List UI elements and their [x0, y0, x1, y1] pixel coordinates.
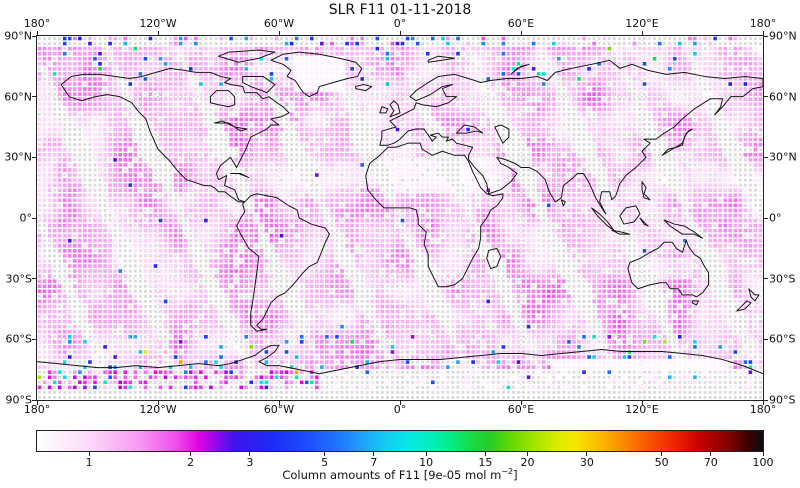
colorbar-label-text: Column amounts of F11 [9e-05 mol m	[282, 467, 502, 482]
right-axis-tick-label: 0°	[769, 211, 782, 225]
right-axis-tickmark	[764, 96, 768, 98]
colorbar-tick-label: 70	[703, 456, 718, 469]
top-axis-tick-label: 60°E	[507, 17, 535, 30]
right-axis-tick-label: 30°S	[769, 272, 796, 286]
left-axis-tickmark	[32, 35, 36, 37]
colorbar-tickmark	[586, 452, 588, 456]
right-axis-tick-label: 60°N	[769, 90, 797, 104]
colorbar-tickmark	[762, 452, 764, 456]
colorbar-tickmark	[484, 452, 486, 456]
top-axis-tickmark	[278, 31, 280, 35]
colorbar-tickmark	[88, 452, 90, 456]
left-axis-tick-label: 60°S	[5, 332, 32, 346]
top-axis-tick-label: 60°W	[263, 17, 295, 30]
colorbar-tickmark	[249, 452, 251, 456]
map-frame	[36, 35, 764, 401]
bottom-axis-tick-label: 60°E	[507, 403, 535, 416]
bottom-axis-tickmark	[399, 401, 401, 405]
colorbar-tick-label: 2	[187, 456, 195, 469]
left-axis-tick-label: 30°N	[4, 150, 32, 164]
right-axis-tick-label: 60°S	[769, 332, 796, 346]
top-axis-tickmark	[520, 31, 522, 35]
colorbar-tickmark	[661, 452, 663, 456]
colorbar-tick-label: 5	[321, 456, 329, 469]
colorbar-tickmark	[324, 452, 326, 456]
bottom-axis-tick-label: 180°	[23, 403, 51, 416]
right-axis-tickmark	[764, 338, 768, 340]
left-axis-tick-label: 30°S	[5, 272, 32, 286]
bottom-axis-tick-label: 120°W	[139, 403, 177, 416]
colorbar-tick-label: 100	[752, 456, 774, 469]
left-axis-tickmark	[32, 96, 36, 98]
top-axis-tick-label: 120°W	[139, 17, 177, 30]
right-axis-tick-label: 30°N	[769, 150, 797, 164]
top-axis-tickmark	[762, 31, 764, 35]
bottom-axis-tickmark	[641, 401, 643, 405]
bottom-axis-tick-label: 180°	[749, 403, 777, 416]
colorbar-tickmark	[190, 452, 192, 456]
top-axis-tick-label: 180°	[749, 17, 777, 30]
colorbar-tick-label: 15	[478, 456, 493, 469]
bottom-axis-tickmark	[278, 401, 280, 405]
top-axis-tickmark	[641, 31, 643, 35]
left-axis-tickmark	[32, 156, 36, 158]
top-axis-tickmark	[157, 31, 159, 35]
colorbar-tick-label: 10	[419, 456, 434, 469]
right-axis-tick-label: 90°S	[769, 393, 796, 407]
right-axis-tickmark	[764, 35, 768, 37]
bottom-axis-tick-label: 0°	[393, 403, 407, 416]
colorbar-label-close: ]	[513, 467, 518, 482]
map-plot-canvas	[37, 36, 763, 400]
bottom-axis-tickmark	[157, 401, 159, 405]
colorbar-tick-label: 30	[579, 456, 594, 469]
colorbar-label-exponent: −2	[501, 467, 514, 476]
colorbar-tick-label: 50	[654, 456, 669, 469]
right-axis-tickmark	[764, 156, 768, 158]
plot-title: SLR F11 01-11-2018	[328, 2, 472, 18]
right-axis-tickmark	[764, 217, 768, 219]
right-axis-tick-label: 90°N	[769, 29, 797, 43]
colorbar-tickmark	[373, 452, 375, 456]
bottom-axis-tick-label: 60°W	[263, 403, 295, 416]
left-axis-tick-label: 0°	[19, 211, 33, 225]
bottom-axis-tickmark	[762, 401, 764, 405]
colorbar-tick-label: 20	[520, 456, 535, 469]
left-axis-tickmark	[32, 338, 36, 340]
top-axis-tick-label: 180°	[23, 17, 51, 30]
colorbar-tick-label: 1	[85, 456, 93, 469]
colorbar-canvas	[37, 431, 763, 451]
top-axis-tickmark	[399, 31, 401, 35]
right-axis-tickmark	[764, 278, 768, 280]
left-axis-tickmark	[32, 278, 36, 280]
colorbar	[36, 430, 764, 452]
top-axis-tickmark	[36, 31, 38, 35]
left-axis-tick-label: 60°N	[4, 90, 32, 104]
colorbar-label: Column amounts of F11 [9e-05 mol m−2]	[0, 467, 800, 482]
left-axis-tickmark	[32, 217, 36, 219]
top-axis-tick-label: 120°E	[625, 17, 659, 30]
left-axis-tickmark	[32, 399, 36, 401]
left-axis-tick-label: 90°S	[5, 393, 32, 407]
colorbar-tickmark	[425, 452, 427, 456]
bottom-axis-tick-label: 120°E	[625, 403, 659, 416]
colorbar-tickmark	[527, 452, 528, 456]
colorbar-tickmark	[710, 452, 712, 456]
top-axis-tick-label: 0°	[393, 17, 407, 30]
colorbar-tick-label: 3	[246, 456, 254, 469]
bottom-axis-tickmark	[520, 401, 522, 405]
right-axis-tickmark	[764, 399, 768, 401]
left-axis-tick-label: 90°N	[4, 29, 32, 43]
bottom-axis-tickmark	[36, 401, 38, 405]
colorbar-tick-label: 7	[370, 456, 378, 469]
